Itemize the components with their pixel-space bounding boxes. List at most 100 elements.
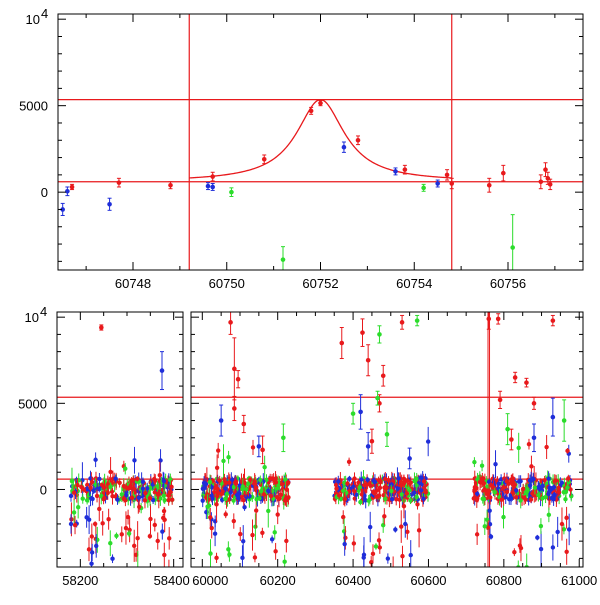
bottom-red-point	[128, 483, 133, 488]
bottom-red-point	[556, 485, 561, 491]
bottom-red-point	[346, 459, 352, 465]
bottom-blue-point	[368, 524, 373, 530]
bottom-green-point	[205, 504, 210, 509]
bottom-blue-point	[115, 497, 120, 502]
bottom-red-point	[504, 479, 510, 484]
bottom-green-point	[561, 527, 567, 532]
bottom-plot-segment	[57, 324, 183, 567]
top-y-tick-label: 0	[41, 185, 48, 200]
bottom-red-point	[155, 538, 160, 544]
bottom-red-point	[89, 479, 95, 485]
top-red-point	[355, 137, 361, 143]
bottom-red-point	[376, 538, 382, 543]
top-blue-point	[435, 181, 440, 186]
bottom-red-point	[518, 545, 524, 551]
bottom-red-point	[232, 366, 237, 372]
bottom-blue-point	[488, 534, 494, 539]
bottom-red-point	[345, 481, 350, 486]
bottom-red-point	[214, 465, 220, 470]
bottom-red-point	[339, 340, 345, 346]
bottom-green-point	[231, 498, 236, 503]
bottom-red-point	[523, 497, 528, 502]
bottom-green-point	[266, 508, 271, 514]
bottom-blue-point	[365, 477, 370, 482]
top-red-point	[486, 182, 492, 188]
bottom-red-point	[251, 481, 257, 486]
bottom-red-point	[105, 482, 111, 487]
bottom-x-tick-label: 60200	[260, 573, 296, 588]
bottom-red-point	[370, 551, 376, 557]
bottom-red-point	[401, 504, 407, 509]
bottom-blue-point	[336, 479, 341, 484]
bottom-red-point	[156, 491, 161, 497]
bottom-red-point	[279, 481, 285, 487]
top-green-point	[280, 257, 286, 262]
bottom-green-point	[373, 544, 379, 549]
bottom-red-point	[383, 476, 388, 482]
bottom-red-point	[86, 547, 92, 552]
bottom-red-point	[479, 477, 485, 483]
bottom-red-point	[497, 397, 503, 403]
bottom-red-point	[273, 549, 278, 554]
bottom-red-point	[152, 522, 158, 528]
bottom-green-point	[383, 496, 388, 502]
bottom-green-point	[114, 533, 119, 538]
bottom-blue-point	[136, 495, 142, 500]
bottom-blue-point	[516, 479, 522, 484]
bottom-green-point	[501, 514, 506, 520]
bottom-red-point	[253, 508, 259, 513]
bottom-green-point	[75, 505, 81, 510]
bottom-red-point	[356, 480, 361, 485]
bottom-green-point	[253, 524, 258, 529]
bottom-red-point	[542, 477, 547, 483]
bottom-red-point	[152, 476, 157, 482]
bottom-red-point	[92, 521, 98, 527]
bottom-y-tick-exponent: 4	[40, 304, 47, 319]
bottom-red-point	[376, 493, 382, 498]
bottom-red-point	[131, 477, 136, 483]
bottom-red-point	[284, 487, 290, 492]
top-blue-point	[65, 188, 70, 194]
bottom-blue-point	[549, 495, 555, 501]
bottom-red-point	[241, 421, 247, 427]
top-y-tick-exponent: 4	[41, 6, 48, 21]
bottom-blue-point	[161, 478, 167, 484]
bottom-green-point	[408, 498, 413, 503]
bottom-red-point	[352, 476, 357, 481]
bottom-green-point	[281, 435, 286, 441]
bottom-plot-segment	[191, 312, 583, 567]
bottom-green-point	[546, 512, 552, 518]
bottom-red-point	[137, 504, 142, 510]
bottom-green-point	[543, 494, 548, 500]
bottom-blue-point	[93, 457, 98, 462]
bottom-green-point	[358, 499, 363, 505]
bottom-blue-point	[408, 552, 413, 558]
bottom-blue-point	[418, 488, 424, 493]
bottom-green-point	[283, 477, 288, 482]
top-y-tick-label: 10	[26, 12, 40, 27]
bottom-green-point	[563, 497, 568, 502]
bottom-red-point	[528, 497, 534, 502]
bottom-red-point	[408, 480, 413, 485]
bottom-red-point	[474, 532, 480, 537]
bottom-red-point	[510, 490, 515, 495]
bottom-red-point	[524, 380, 529, 385]
bottom-red-point	[529, 464, 534, 469]
bottom-red-point	[241, 498, 246, 503]
bottom-blue-point	[223, 486, 228, 491]
bottom-red-point	[512, 375, 518, 380]
top-y-tick-label: 5000	[19, 99, 48, 114]
bottom-green-point	[357, 485, 362, 490]
top-red-point	[547, 182, 553, 187]
bottom-red-point	[399, 524, 404, 529]
bottom-green-point	[399, 492, 404, 497]
bottom-red-point	[162, 517, 167, 522]
bottom-blue-point	[550, 414, 556, 420]
bottom-green-point	[258, 488, 264, 494]
bottom-green-point	[272, 530, 277, 535]
bottom-green-point	[536, 492, 541, 498]
top-x-tick-label: 60748	[115, 276, 151, 291]
top-model-curve	[189, 98, 452, 179]
bottom-green-point	[126, 531, 132, 536]
